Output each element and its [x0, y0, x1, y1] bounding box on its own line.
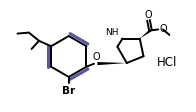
Text: O: O	[92, 52, 100, 62]
Polygon shape	[140, 30, 151, 39]
Polygon shape	[97, 62, 127, 66]
Text: HCl: HCl	[157, 55, 177, 68]
Text: O: O	[144, 10, 152, 20]
Text: NH: NH	[105, 28, 119, 37]
Text: O: O	[160, 24, 167, 34]
Text: Br: Br	[62, 85, 75, 95]
